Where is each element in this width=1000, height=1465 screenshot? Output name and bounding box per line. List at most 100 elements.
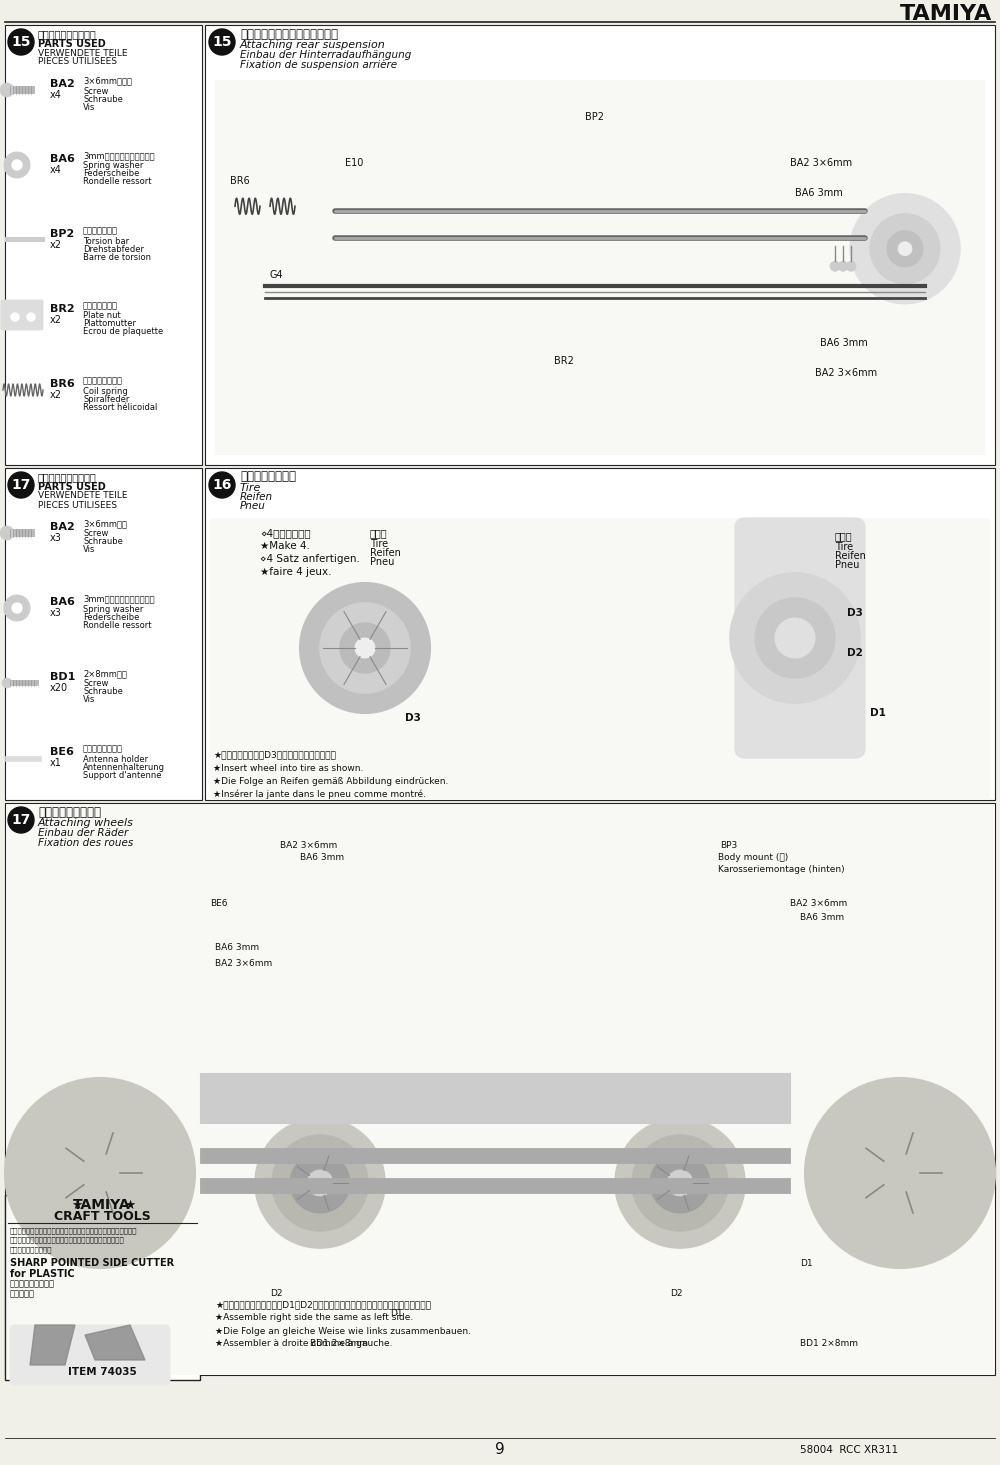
Bar <box>7 529 35 538</box>
Text: BD1: BD1 <box>50 672 75 683</box>
Text: Pneu: Pneu <box>370 557 394 567</box>
Text: Screw: Screw <box>83 680 108 689</box>
Text: 17: 17 <box>11 478 31 492</box>
Text: BP2: BP2 <box>585 113 604 123</box>
Bar <box>5 25 202 464</box>
Text: BE6: BE6 <box>210 898 228 907</box>
Text: E10: E10 <box>345 158 363 167</box>
Circle shape <box>12 604 22 612</box>
Text: Tire: Tire <box>370 539 388 549</box>
Text: x2: x2 <box>50 240 62 251</box>
Circle shape <box>272 1135 368 1231</box>
Text: ★: ★ <box>124 1198 136 1212</box>
Circle shape <box>12 160 22 170</box>
Circle shape <box>355 637 375 658</box>
Text: タイヤ: タイヤ <box>835 530 853 541</box>
FancyBboxPatch shape <box>735 519 865 757</box>
Text: x4: x4 <box>50 166 62 174</box>
Text: Reifen: Reifen <box>370 548 401 558</box>
Text: Einbau der Hinterradaufhängung: Einbau der Hinterradaufhängung <box>240 50 411 60</box>
Bar <box>200 1178 790 1193</box>
Polygon shape <box>30 1324 75 1365</box>
Bar <box>7 86 35 94</box>
Text: BA2: BA2 <box>50 522 75 532</box>
Circle shape <box>0 84 14 97</box>
Circle shape <box>667 1171 693 1195</box>
Circle shape <box>805 1078 995 1269</box>
Text: ⋄4 Satz anfertigen.: ⋄4 Satz anfertigen. <box>260 554 360 564</box>
Text: 3mmスプリングワッシャー: 3mmスプリングワッシャー <box>83 151 155 161</box>
Text: Torsion bar: Torsion bar <box>83 236 129 246</box>
Circle shape <box>828 1102 972 1245</box>
Text: ★右側も左側と同じようにD1とD2でホイールをはさみこんで取りつけてください。: ★右側も左側と同じようにD1とD2でホイールをはさみこんで取りつけてください。 <box>215 1301 431 1310</box>
Text: Antennenhalterung: Antennenhalterung <box>83 762 165 772</box>
Text: 15: 15 <box>212 35 232 48</box>
Text: トーションバー: トーションバー <box>83 227 118 236</box>
Text: x2: x2 <box>50 315 62 325</box>
Text: Federscheibe: Federscheibe <box>83 612 139 621</box>
Text: BA2: BA2 <box>50 79 75 89</box>
Text: BA6 3mm: BA6 3mm <box>820 337 868 347</box>
Circle shape <box>898 242 912 256</box>
Text: VERWENDETE TEILE: VERWENDETE TEILE <box>38 48 128 57</box>
Text: BP2: BP2 <box>50 229 74 239</box>
Bar <box>210 519 990 800</box>
Circle shape <box>8 472 34 498</box>
Circle shape <box>209 472 235 498</box>
Circle shape <box>340 623 390 672</box>
Text: 『使用する小物金具』: 『使用する小物金具』 <box>38 29 97 40</box>
Text: Drehstabfeder: Drehstabfeder <box>83 245 144 253</box>
Text: Spring washer: Spring washer <box>83 605 143 614</box>
Text: SHARP POINTED SIDE CUTTER: SHARP POINTED SIDE CUTTER <box>10 1258 174 1269</box>
Text: PARTS USED: PARTS USED <box>38 40 106 48</box>
Text: タイヤのくみたて: タイヤのくみたて <box>240 470 296 483</box>
Bar <box>7 804 993 1376</box>
Text: ★Assembler à droite comme à gauche.: ★Assembler à droite comme à gauche. <box>215 1339 392 1348</box>
Circle shape <box>755 598 835 678</box>
Text: Tire: Tire <box>835 542 853 552</box>
Text: アンテナホルダー: アンテナホルダー <box>83 744 123 753</box>
Circle shape <box>8 807 34 834</box>
Bar <box>200 1149 790 1163</box>
Circle shape <box>850 193 960 303</box>
Bar <box>205 467 995 800</box>
Text: x1: x1 <box>50 757 62 768</box>
Text: CRAFT TOOLS: CRAFT TOOLS <box>54 1210 150 1222</box>
Circle shape <box>4 152 30 179</box>
Circle shape <box>80 1153 120 1193</box>
Circle shape <box>870 214 940 284</box>
Bar <box>205 25 995 464</box>
Text: VERWENDETE TEILE: VERWENDETE TEILE <box>38 491 128 501</box>
Text: ★Die Folge an Reifen gemäß Abbildung eindrücken.: ★Die Folge an Reifen gemäß Abbildung ein… <box>213 776 448 785</box>
Circle shape <box>838 261 848 271</box>
Text: D2: D2 <box>670 1289 682 1298</box>
Text: BR2: BR2 <box>554 356 574 366</box>
Text: Schraube: Schraube <box>83 538 123 546</box>
Circle shape <box>650 1153 710 1213</box>
Text: PIECES UTILISEES: PIECES UTILISEES <box>38 501 117 510</box>
Text: Vis: Vis <box>83 696 95 705</box>
Text: Spring washer: Spring washer <box>83 161 143 170</box>
Bar <box>7 680 39 686</box>
Circle shape <box>11 314 19 321</box>
Text: PIECES UTILISEES: PIECES UTILISEES <box>38 57 117 66</box>
Text: Ressort hélicoidal: Ressort hélicoidal <box>83 403 157 412</box>
Text: Pneu: Pneu <box>835 560 859 570</box>
Text: コイルスプリング: コイルスプリング <box>83 377 123 385</box>
Circle shape <box>775 618 815 658</box>
Text: Plattomutter: Plattomutter <box>83 319 136 328</box>
Text: 15: 15 <box>11 35 31 48</box>
Text: 『使用する小物金具』: 『使用する小物金具』 <box>38 472 97 482</box>
Circle shape <box>209 29 235 56</box>
Text: Vis: Vis <box>83 103 95 111</box>
Text: 58004  RCC XR311: 58004 RCC XR311 <box>800 1444 898 1455</box>
Text: BA6 3mm: BA6 3mm <box>215 943 259 952</box>
Text: D1: D1 <box>390 1308 403 1317</box>
Bar <box>5 237 45 242</box>
Text: ホイールのとりつけ: ホイールのとりつけ <box>38 806 101 819</box>
Text: D3: D3 <box>405 713 421 724</box>
Bar <box>200 1072 790 1124</box>
Text: Attaching wheels: Attaching wheels <box>38 817 134 828</box>
Text: 2×8mmビス: 2×8mmビス <box>83 670 127 678</box>
Text: ★Insérer la jante dans le pneu comme montré.: ★Insérer la jante dans le pneu comme mon… <box>213 790 426 798</box>
